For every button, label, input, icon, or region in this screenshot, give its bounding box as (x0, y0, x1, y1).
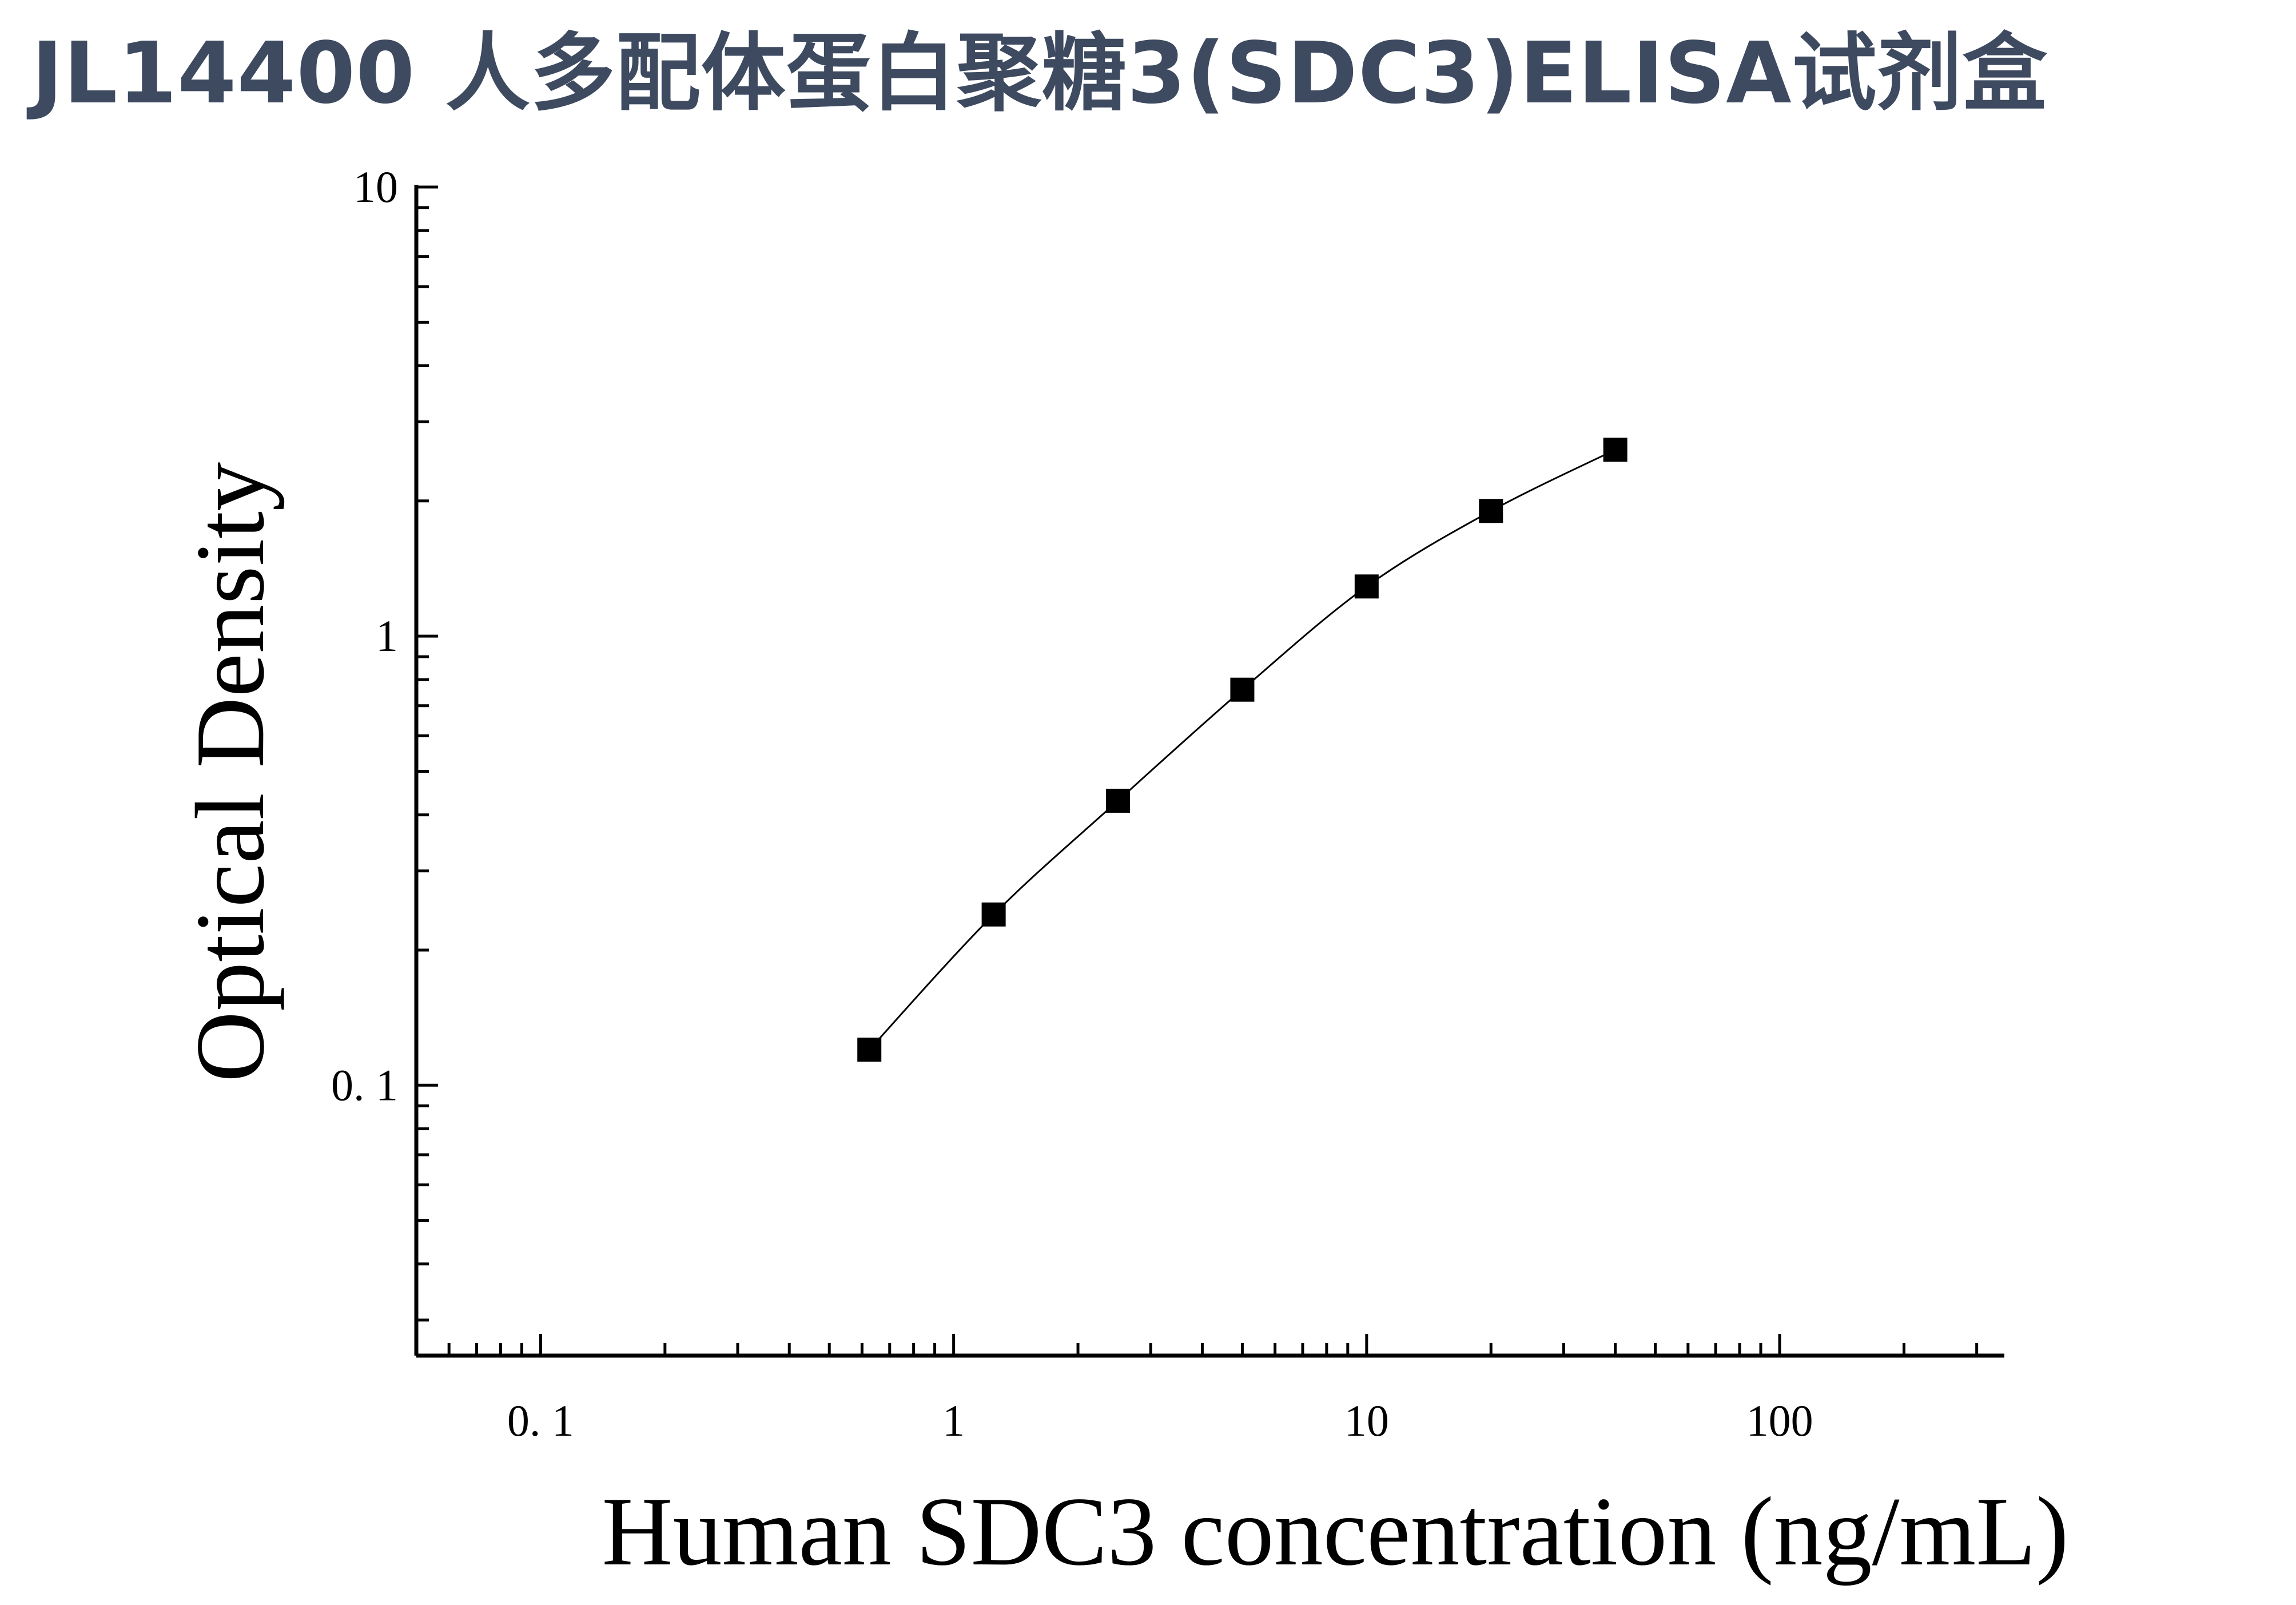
x-tick-label: 1 (942, 1396, 965, 1445)
data-point-marker (1106, 788, 1131, 813)
data-point-marker (1479, 499, 1503, 523)
axes (414, 185, 2004, 1358)
data-point-marker (1230, 677, 1255, 702)
x-tick-label: 0. 1 (507, 1396, 574, 1445)
fit-curve-line (869, 448, 1616, 1051)
data-point-marker (981, 902, 1006, 927)
fit-curve-layer (869, 448, 1616, 1051)
y-tick-label: 1 (376, 611, 398, 661)
y-tick-label: 10 (353, 162, 398, 212)
data-point-marker (1603, 438, 1628, 462)
x-axis-title: Human SDC3 concentration (ng/mL) (602, 1477, 2068, 1586)
x-tick-label: 10 (1344, 1396, 1389, 1445)
data-point-marker (857, 1038, 882, 1062)
y-tick-label: 0. 1 (331, 1060, 398, 1110)
data-points (857, 438, 1628, 1062)
ticks: 0. 1 1 10 100 0. 1 1 10 (331, 162, 1979, 1445)
y-axis-title: Optical Density (176, 462, 285, 1082)
page-title: JL14400 人多配体蛋白聚糖3(SDC3)ELISA试剂盒 (31, 24, 2048, 122)
data-point-marker (1354, 574, 1379, 599)
x-tick-label: 100 (1746, 1396, 1813, 1445)
